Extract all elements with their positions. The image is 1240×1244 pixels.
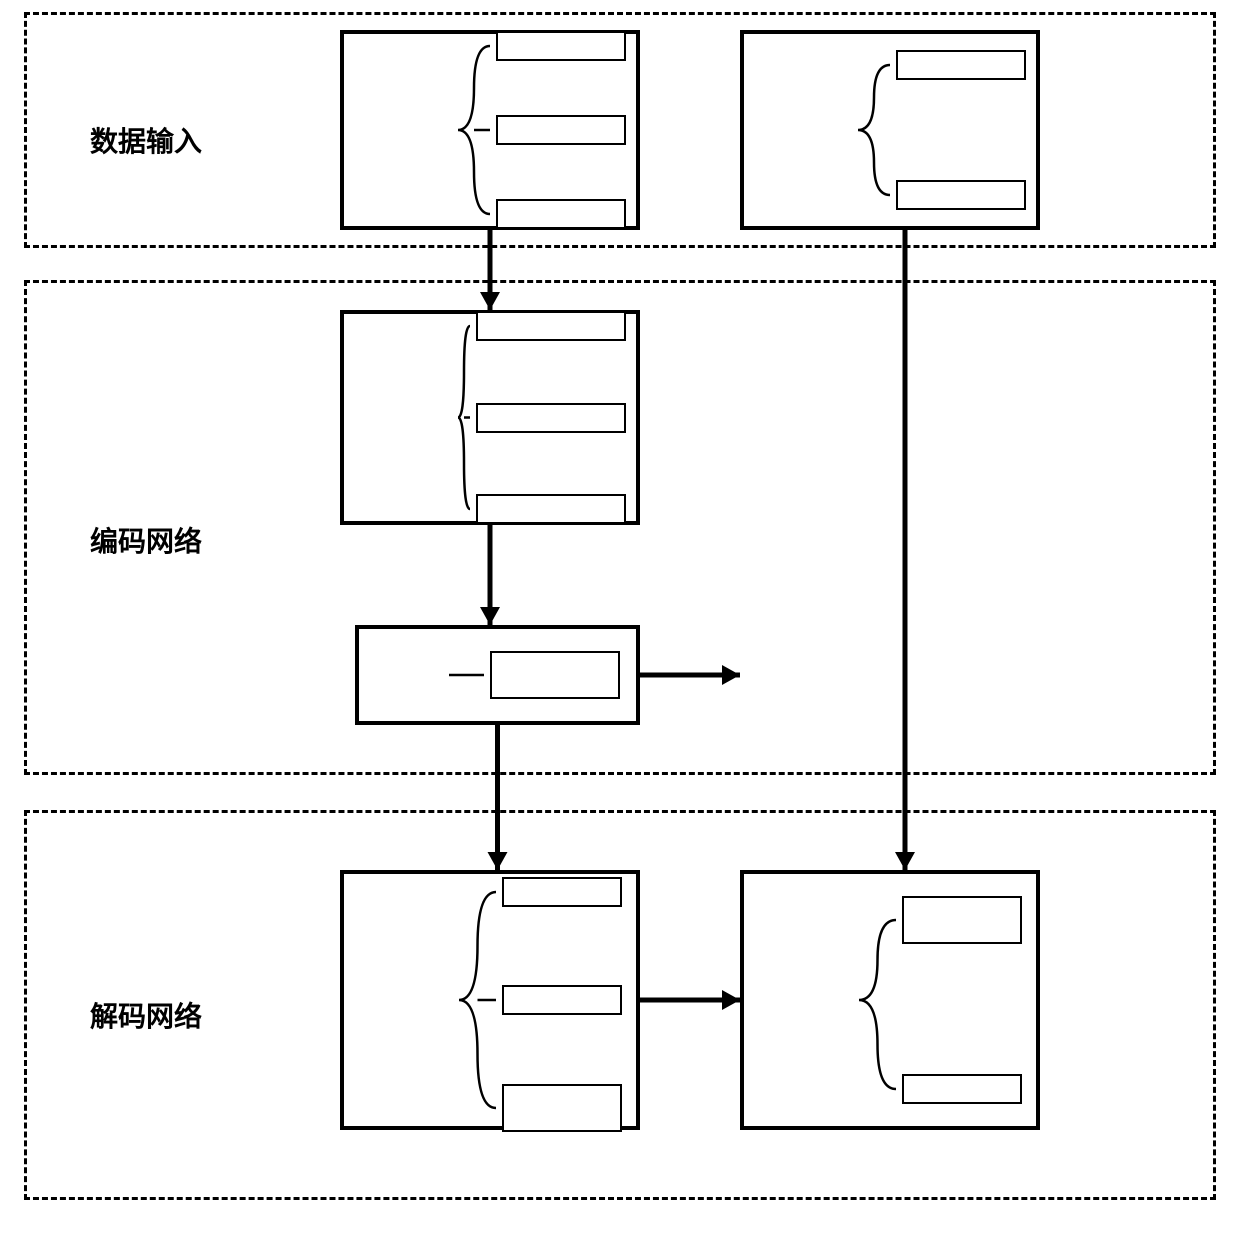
item-b_tag-1 — [896, 180, 1026, 210]
item-b_enc-0 — [490, 651, 620, 699]
item-b_feat-1 — [476, 403, 626, 433]
section-label-s2: 编码网络 — [90, 520, 202, 560]
item-b_feat-0 — [476, 311, 626, 341]
item-b_img-0 — [496, 31, 626, 61]
section-label-s1: 数据输入 — [90, 120, 202, 160]
item-b_tag-0 — [896, 50, 1026, 80]
item-b_attn-0 — [902, 896, 1022, 944]
item-b_ctc-1 — [502, 985, 622, 1015]
item-b_attn-1 — [902, 1074, 1022, 1104]
item-b_ctc-0 — [502, 877, 622, 907]
section-label-s3: 解码网络 — [90, 995, 202, 1035]
item-b_feat-2 — [476, 494, 626, 524]
item-b_img-2 — [496, 199, 626, 229]
item-b_ctc-2 — [502, 1084, 622, 1132]
item-b_img-1 — [496, 115, 626, 145]
